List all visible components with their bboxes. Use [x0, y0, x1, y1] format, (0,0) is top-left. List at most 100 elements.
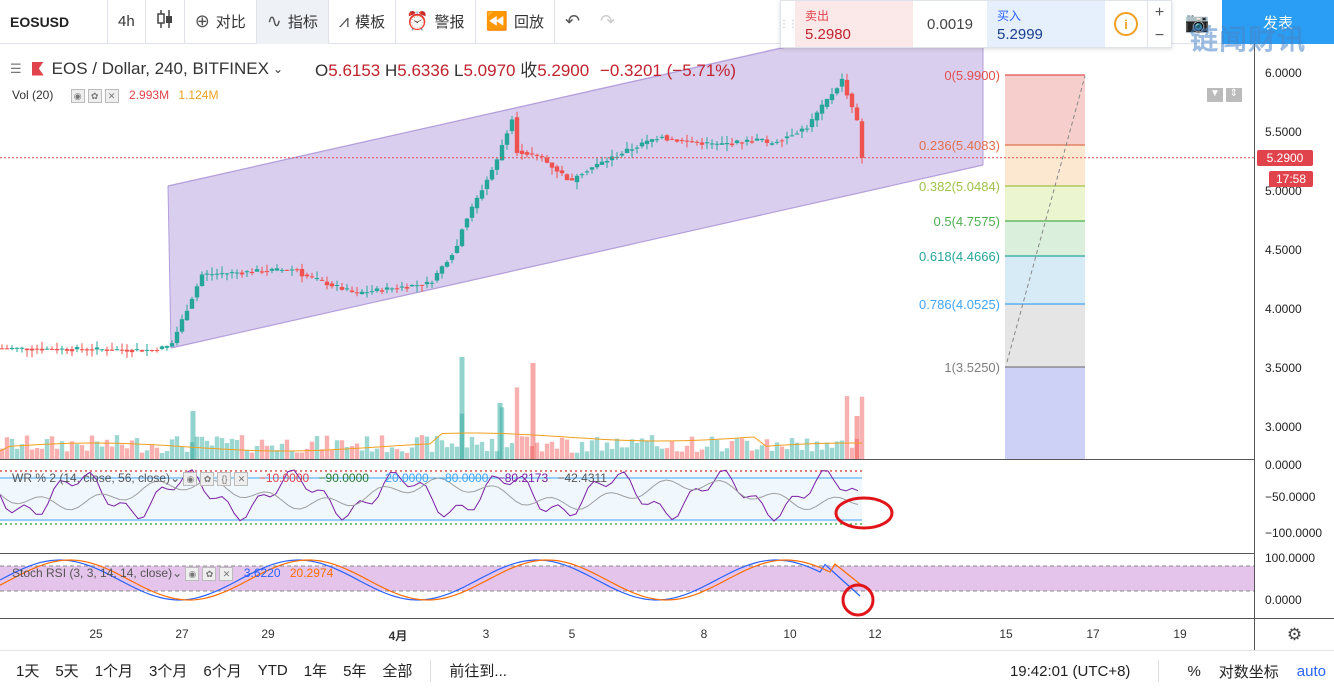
interval-button[interactable]: 4h [108, 0, 146, 44]
collapse-icon[interactable]: ☰ [10, 60, 22, 76]
stoch-title[interactable]: Stoch RSI (3, 3, 14, 14, close) [12, 566, 173, 580]
candle-body [309, 276, 315, 278]
volume-bar [144, 450, 150, 459]
range-3m[interactable]: 3个月 [149, 663, 188, 680]
wr-title[interactable]: WR % 2 (14, close, 56, close) [12, 471, 171, 485]
candle-body [554, 166, 560, 172]
candle-body [69, 349, 75, 352]
fib-trend-line [1006, 75, 1086, 363]
fib-level-label: 0.5(4.7575) [934, 214, 1001, 229]
stoch-axis[interactable]: 100.0000 0.0000 [1254, 551, 1334, 618]
drag-handle-icon[interactable]: ⋮⋮ [779, 18, 798, 30]
price-chart[interactable]: 0(5.9900) 0.236(5.4083) 0.382(5.0484) 0.5(4… [0, 44, 1254, 618]
compare-button[interactable]: ⊕ 对比 [185, 0, 257, 44]
auto-scale-toggle[interactable]: auto [1296, 662, 1326, 680]
range-6m[interactable]: 6个月 [203, 663, 242, 680]
eye-icon[interactable]: ◉ [70, 88, 85, 103]
range-5d[interactable]: 5天 [55, 663, 79, 680]
volume-bar [734, 438, 740, 459]
volume-bar [534, 442, 540, 459]
symbol-title[interactable]: EOS / Dollar, 240, BITFINEX [51, 58, 269, 78]
volume-bar [644, 440, 650, 459]
wr-tick: −50.0000 [1265, 490, 1316, 504]
increase-button[interactable]: + [1154, 3, 1165, 21]
candle-body [149, 350, 155, 352]
info-icon: i [1114, 12, 1138, 36]
range-1d[interactable]: 1天 [16, 663, 40, 680]
volume-bar [104, 439, 110, 459]
clock[interactable]: 19:42:01 (UTC+8) [1009, 662, 1131, 680]
volume-bar [634, 442, 640, 459]
goto-date-button[interactable]: 前往到... [449, 663, 507, 680]
volume-bar [839, 440, 845, 459]
volume-bar [794, 442, 800, 459]
fib-level-label: 0(5.9900) [944, 68, 1000, 83]
candle-body [404, 286, 410, 289]
range-all[interactable]: 全部 [382, 663, 413, 680]
time-label: 17 [1086, 627, 1100, 641]
sell-button[interactable]: 卖出 5.2980 [795, 1, 913, 47]
volume-bar [459, 357, 465, 459]
volume-bar [389, 447, 395, 459]
close-icon[interactable]: ✕ [219, 566, 234, 581]
eye-icon[interactable]: ◉ [183, 471, 198, 486]
buy-button[interactable]: 买入 5.2999 [987, 1, 1105, 47]
time-label: 29 [261, 627, 275, 641]
time-axis[interactable]: 25 27 29 4月 3 5 8 10 12 15 17 19 [0, 618, 1254, 650]
scale-buttons[interactable]: ▼ ⇕ [1207, 88, 1242, 102]
time-label: 3 [482, 627, 490, 641]
range-1m[interactable]: 1个月 [94, 663, 134, 680]
candle-body [699, 142, 705, 145]
templates-button[interactable]: ⩘ 模板 [329, 0, 397, 44]
redo-button[interactable]: ↷ [590, 0, 625, 44]
chart-settings-button[interactable]: ⚙ [1254, 618, 1334, 650]
replay-button[interactable]: ⏪ 回放 [476, 0, 555, 44]
candle-body [444, 262, 450, 267]
log-scale-toggle[interactable]: 对数坐标 [1218, 663, 1279, 681]
decrease-button[interactable]: − [1154, 26, 1165, 44]
close-icon[interactable]: ✕ [104, 88, 119, 103]
publish-button[interactable]: 发表 [1222, 0, 1334, 44]
candle-body [514, 117, 520, 153]
price-tick: 4.5000 [1265, 243, 1302, 257]
candle-body [209, 274, 215, 276]
volume-bar [299, 452, 305, 459]
settings-icon[interactable]: ✿ [87, 88, 102, 103]
price-axis[interactable]: 6.0000 5.5000 5.0000 4.5000 4.0000 3.500… [1207, 44, 1334, 459]
volume-bar [764, 439, 770, 459]
chart-type-button[interactable] [146, 0, 185, 44]
pane-divider[interactable] [0, 459, 1334, 460]
settings-icon[interactable]: ✿ [202, 566, 217, 581]
pane-divider[interactable] [0, 553, 1334, 554]
chevron-down-icon[interactable]: ▼ [1207, 88, 1223, 102]
candle-body [679, 140, 685, 142]
candle-body [849, 93, 855, 108]
volume-title[interactable]: Vol (20) [12, 88, 54, 102]
volume-bar [799, 449, 805, 459]
symbol-search[interactable]: EOSUSD [0, 0, 108, 44]
undo-button[interactable]: ↶ [555, 0, 590, 44]
info-button[interactable]: i [1105, 1, 1147, 47]
volume-bar [0, 448, 5, 459]
range-1y[interactable]: 1年 [303, 663, 328, 680]
candle-body [164, 345, 170, 348]
indicators-button[interactable]: ∿ 指标 [256, 0, 329, 44]
percent-toggle[interactable]: % [1187, 662, 1201, 680]
wr-axis[interactable]: 0.0000 −50.0000 −100.0000 [1254, 458, 1334, 553]
volume-bar [164, 451, 170, 459]
volume-bar [579, 442, 585, 459]
range-5y[interactable]: 5年 [343, 663, 367, 680]
camera-icon[interactable]: 📷 [1184, 11, 1210, 34]
code-icon[interactable]: {} [217, 471, 232, 486]
volume-bar [324, 435, 330, 459]
close-icon[interactable]: ✕ [234, 471, 249, 486]
candle-body [599, 161, 605, 165]
volume-bar [154, 447, 160, 459]
range-ytd[interactable]: YTD [257, 662, 288, 679]
expand-icon[interactable]: ⇕ [1225, 88, 1242, 102]
volume-bar [549, 441, 555, 459]
alert-button[interactable]: ⏰ 警报 [396, 0, 476, 44]
wr-value-6: −42.4311 [557, 471, 607, 485]
eye-icon[interactable]: ◉ [185, 566, 200, 581]
settings-icon[interactable]: ✿ [200, 471, 215, 486]
